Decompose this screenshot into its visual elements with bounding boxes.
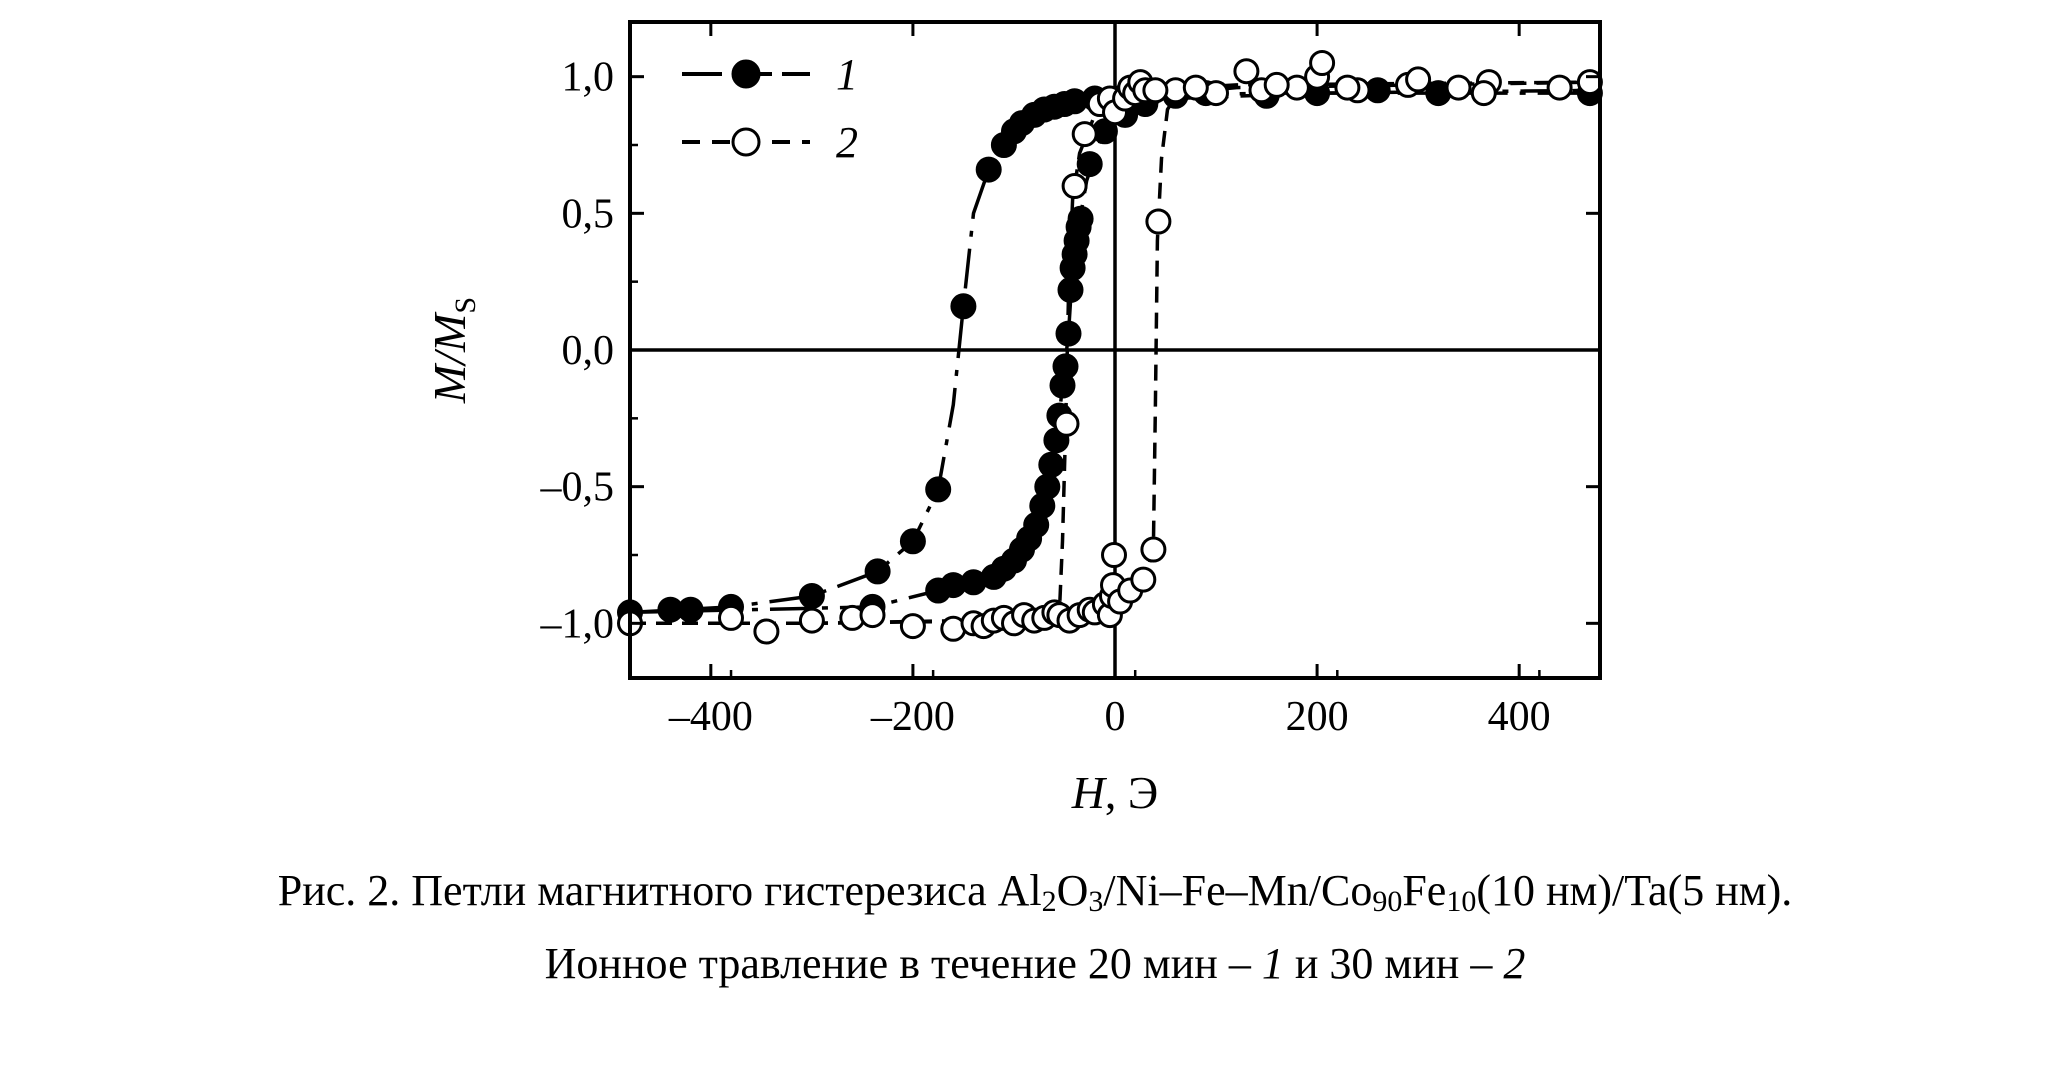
series-1-point <box>1055 320 1082 347</box>
figure-caption: Рис. 2. Петли магнитного гистерезиса Al2… <box>0 860 2070 995</box>
series-1-point <box>975 156 1002 183</box>
legend: 12 <box>682 50 858 167</box>
caption-text: Ионное травление в течение 20 мин – <box>544 939 1262 988</box>
legend-marker-2 <box>731 127 761 157</box>
series-2-point <box>1071 121 1098 148</box>
x-axis-title: H, Э <box>1071 767 1159 818</box>
caption-subscript: 90 <box>1372 885 1403 918</box>
series-2-point <box>1309 50 1336 76</box>
caption-text: Рис. 2. Петли магнитного гистерезиса Al <box>277 866 1042 915</box>
series-2-point <box>1140 536 1167 563</box>
series-2-point <box>718 604 744 631</box>
series-1-point <box>798 583 825 609</box>
x-tick-label: 0 <box>1105 694 1126 740</box>
series-1-point <box>950 293 977 320</box>
caption-subscript: 10 <box>1446 885 1477 918</box>
caption-text: Fe <box>1402 866 1447 915</box>
series-2-point <box>1576 69 1603 96</box>
series-2-point <box>1334 74 1361 101</box>
x-axis-title-symbol: H <box>1071 767 1108 818</box>
series-2-descending-line <box>630 80 1601 626</box>
series-2-point <box>1182 74 1209 101</box>
series-2-point <box>1546 74 1573 101</box>
axis-ticks: –400 –200 0 200 400 1,0 0,5 0,0 –0,5 –1,0 <box>540 22 1600 740</box>
x-tick-label: –400 <box>668 694 753 740</box>
series-1-descending-line <box>629 91 1600 615</box>
x-axis-title-unit: , Э <box>1105 767 1158 818</box>
series-2-point <box>899 613 926 640</box>
caption-text: (10 нм)/Ta(5 нм). <box>1476 866 1793 915</box>
series-2-point <box>1053 410 1080 437</box>
caption-subscript: 2 <box>1041 885 1057 918</box>
series-2-point <box>1101 542 1127 568</box>
series-2-point <box>1445 74 1472 101</box>
series-2-point <box>1145 208 1172 235</box>
x-tick-label: 200 <box>1286 694 1349 740</box>
series-1-point <box>1038 451 1065 478</box>
series-1-point <box>925 476 952 503</box>
series-1-point <box>1057 276 1084 303</box>
series-1-point <box>864 558 891 585</box>
series-2-point <box>1405 66 1432 93</box>
legend-label-1: 1 <box>836 50 858 99</box>
series-2-point <box>859 602 886 629</box>
series-2-point <box>1233 58 1260 85</box>
x-tick-label: 400 <box>1488 694 1551 740</box>
series-1-point <box>657 596 684 623</box>
y-tick-label: –1,0 <box>540 601 615 647</box>
series-2-point <box>1130 566 1157 593</box>
caption-text: O <box>1056 866 1089 915</box>
caption-series-number: 1 <box>1261 939 1284 988</box>
series-2-point <box>1061 173 1088 199</box>
caption-subscript: 3 <box>1088 885 1104 918</box>
series-2-point <box>1263 71 1290 98</box>
caption-text: /Ni–Fe–Mn/Co <box>1103 866 1373 915</box>
series-1-point <box>899 528 926 555</box>
series-2-point <box>1142 77 1169 104</box>
series-1-point <box>1052 353 1079 380</box>
caption-line-1: Рис. 2. Петли магнитного гистерезиса Al2… <box>0 860 2070 933</box>
series-1-point <box>1034 473 1061 500</box>
y-tick-label: 0,0 <box>562 328 615 374</box>
y-axis-title: M/MS <box>424 297 482 404</box>
y-tick-label: –0,5 <box>540 465 615 511</box>
series-2-point <box>1470 80 1497 107</box>
series-points <box>617 50 1603 645</box>
series-2-point <box>753 618 780 645</box>
caption-line-2: Ионное травление в течение 20 мин – 1 и … <box>0 933 2070 995</box>
legend-marker-1 <box>731 59 761 89</box>
x-tick-label: –200 <box>870 694 955 740</box>
y-axis-title-subscript: S <box>449 297 482 314</box>
caption-text: и 30 мин – <box>1283 939 1504 988</box>
series-2-point <box>798 607 825 634</box>
series-1-point <box>1067 205 1094 232</box>
legend-label-2: 2 <box>836 118 858 167</box>
y-tick-label: 0,5 <box>562 191 615 237</box>
y-axis-title-symbol: M/M <box>424 311 475 404</box>
series-1-point <box>1076 151 1103 178</box>
caption-series-number: 2 <box>1503 939 1526 988</box>
y-tick-label: 1,0 <box>562 55 615 101</box>
